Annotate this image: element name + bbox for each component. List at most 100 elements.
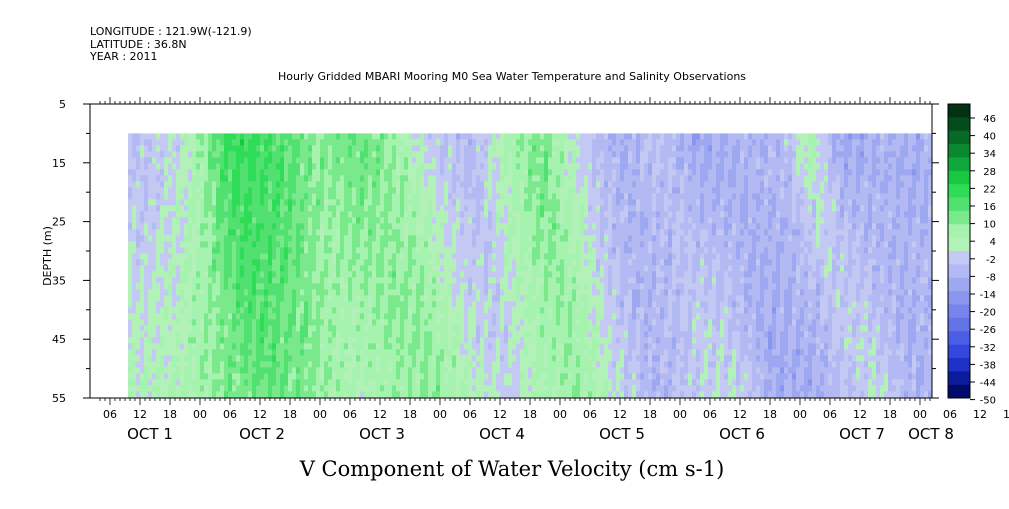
heatmap-cell (164, 319, 169, 326)
heatmap-cell (356, 361, 361, 368)
heatmap-cell (504, 187, 509, 194)
heatmap-cell (184, 133, 189, 140)
heatmap-cell (320, 229, 325, 236)
heatmap-cell (192, 253, 197, 260)
heatmap-cell (460, 367, 465, 374)
heatmap-cell (252, 133, 257, 140)
heatmap-cell (520, 241, 525, 248)
heatmap-cell (476, 277, 481, 284)
heatmap-cell (212, 331, 217, 338)
heatmap-cell (320, 373, 325, 380)
heatmap-cell (280, 301, 285, 308)
heatmap-cell (240, 229, 245, 236)
heatmap-cell (352, 253, 357, 260)
heatmap-cell (364, 247, 369, 254)
heatmap-cell (476, 301, 481, 308)
heatmap-cell (488, 271, 493, 278)
heatmap-cell (264, 325, 269, 332)
heatmap-cell (532, 307, 537, 314)
heatmap-cell (424, 139, 429, 146)
heatmap-cell (524, 283, 529, 290)
heatmap-cell (168, 229, 173, 236)
heatmap-cell (448, 205, 453, 212)
heatmap-cell (496, 241, 501, 248)
heatmap-cell (284, 211, 289, 218)
heatmap-cell (340, 223, 345, 230)
heatmap-cell (548, 349, 553, 356)
heatmap-cell (168, 325, 173, 332)
heatmap-cell (360, 139, 365, 146)
heatmap-cell (432, 157, 437, 164)
heatmap-cell (384, 307, 389, 314)
heatmap-cell (264, 301, 269, 308)
heatmap-cell (296, 133, 301, 140)
heatmap-cell (448, 301, 453, 308)
heatmap-cell (436, 325, 441, 332)
heatmap-cell (516, 151, 521, 158)
heatmap-cell (208, 307, 213, 314)
heatmap-cell (488, 301, 493, 308)
heatmap-cell (204, 199, 209, 206)
heatmap-cell (192, 295, 197, 302)
heatmap-cell (552, 343, 557, 350)
heatmap-cell (348, 223, 353, 230)
heatmap-cell (256, 391, 261, 398)
heatmap-cell (416, 175, 421, 182)
heatmap-cell (264, 199, 269, 206)
heatmap-cell (368, 313, 373, 320)
heatmap-cell (540, 193, 545, 200)
heatmap-cell (436, 151, 441, 158)
heatmap-cell (412, 361, 417, 368)
heatmap-cell (508, 139, 513, 146)
heatmap-cell (464, 247, 469, 254)
heatmap-cell (464, 349, 469, 356)
heatmap-cell (240, 205, 245, 212)
heatmap-cell (216, 169, 221, 176)
heatmap-cell (348, 307, 353, 314)
heatmap-cell (168, 181, 173, 188)
heatmap-cell (216, 313, 221, 320)
heatmap-cell (372, 259, 377, 266)
heatmap-cell (264, 277, 269, 284)
heatmap-cell (228, 241, 233, 248)
heatmap-cell (212, 277, 217, 284)
heatmap-cell (228, 235, 233, 242)
heatmap-cell (356, 289, 361, 296)
heatmap-cell (520, 385, 525, 392)
heatmap-cell (212, 301, 217, 308)
heatmap-cell (456, 355, 461, 362)
heatmap-cell (324, 349, 329, 356)
heatmap-cell (260, 205, 265, 212)
heatmap-cell (376, 367, 381, 374)
heatmap-cell (128, 139, 133, 146)
heatmap-cell (164, 229, 169, 236)
heatmap-cell (432, 355, 437, 362)
heatmap-cell (268, 355, 273, 362)
heatmap-cell (472, 385, 477, 392)
heatmap-cell (260, 307, 265, 314)
heatmap-cell (352, 271, 357, 278)
heatmap-cell (536, 325, 541, 332)
heatmap-cell (200, 295, 205, 302)
heatmap-cell (224, 139, 229, 146)
heatmap-cell (212, 241, 217, 248)
heatmap-cell (504, 247, 509, 254)
heatmap-cell (276, 181, 281, 188)
heatmap-cell (240, 295, 245, 302)
heatmap-cell (536, 253, 541, 260)
heatmap-cell (448, 187, 453, 194)
heatmap-cell (160, 157, 165, 164)
heatmap-cell (192, 163, 197, 170)
heatmap-cell (500, 247, 505, 254)
heatmap-cell (464, 277, 469, 284)
heatmap-cell (312, 325, 317, 332)
heatmap-cell (528, 151, 533, 158)
heatmap-cell (444, 145, 449, 152)
heatmap-cell (392, 301, 397, 308)
heatmap-cell (376, 271, 381, 278)
heatmap-cell (248, 139, 253, 146)
heatmap-cell (336, 385, 341, 392)
heatmap-cell (516, 373, 521, 380)
heatmap-cell (520, 247, 525, 254)
heatmap-cell (360, 301, 365, 308)
